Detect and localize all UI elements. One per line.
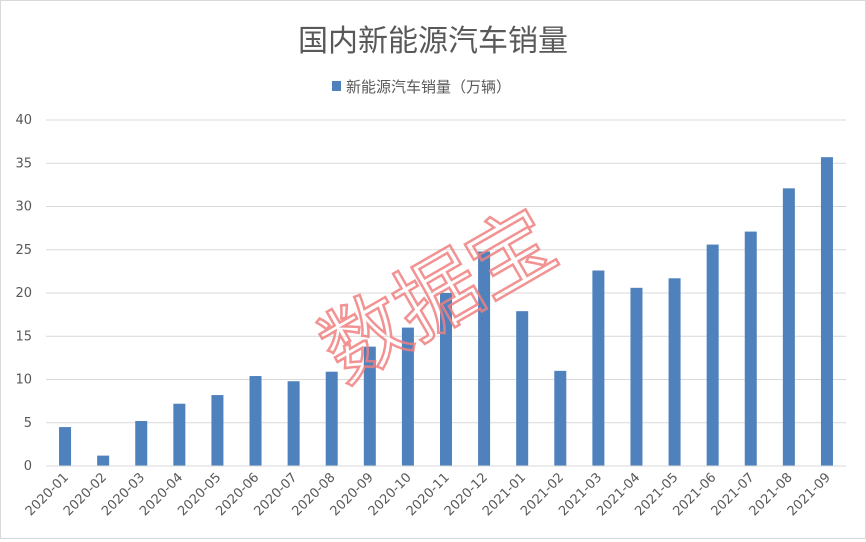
y-tick-label: 35 [15,156,32,171]
y-tick-label: 25 [15,243,32,258]
bar [287,381,300,466]
bar [554,370,567,466]
bar [325,371,338,466]
bar [744,231,757,466]
bar [401,327,414,466]
bar [59,427,72,466]
legend-swatch [332,81,341,91]
bar [706,244,719,466]
bar [211,395,224,466]
x-axis: 2020-012020-022020-032020-042020-052020-… [23,470,834,519]
bar [782,188,795,466]
bar [173,403,186,466]
bar [820,157,833,466]
y-tick-label: 0 [24,459,32,474]
bar [630,287,643,466]
y-tick-label: 20 [15,286,32,301]
bar [363,346,376,466]
y-tick-label: 30 [15,200,32,215]
bar [97,455,110,466]
y-tick-label: 40 [15,113,32,128]
y-axis: 0 5 10 15 20 25 30 35 40 [15,113,32,474]
bar [592,270,605,466]
legend: 新能源汽车销量（万辆） [332,78,511,96]
bar [478,251,491,466]
chart-title: 国内新能源汽车销量 [298,24,568,59]
bars [59,157,833,466]
y-tick-label: 15 [15,329,32,344]
bar [668,278,681,466]
watermark-text: 数据宝 [304,190,571,401]
bar [516,311,529,466]
bar [249,376,262,466]
y-tick-label: 10 [15,373,32,388]
legend-label: 新能源汽车销量（万辆） [346,78,511,96]
bar [135,421,148,466]
y-tick-label: 5 [24,416,32,431]
bar [440,293,452,466]
